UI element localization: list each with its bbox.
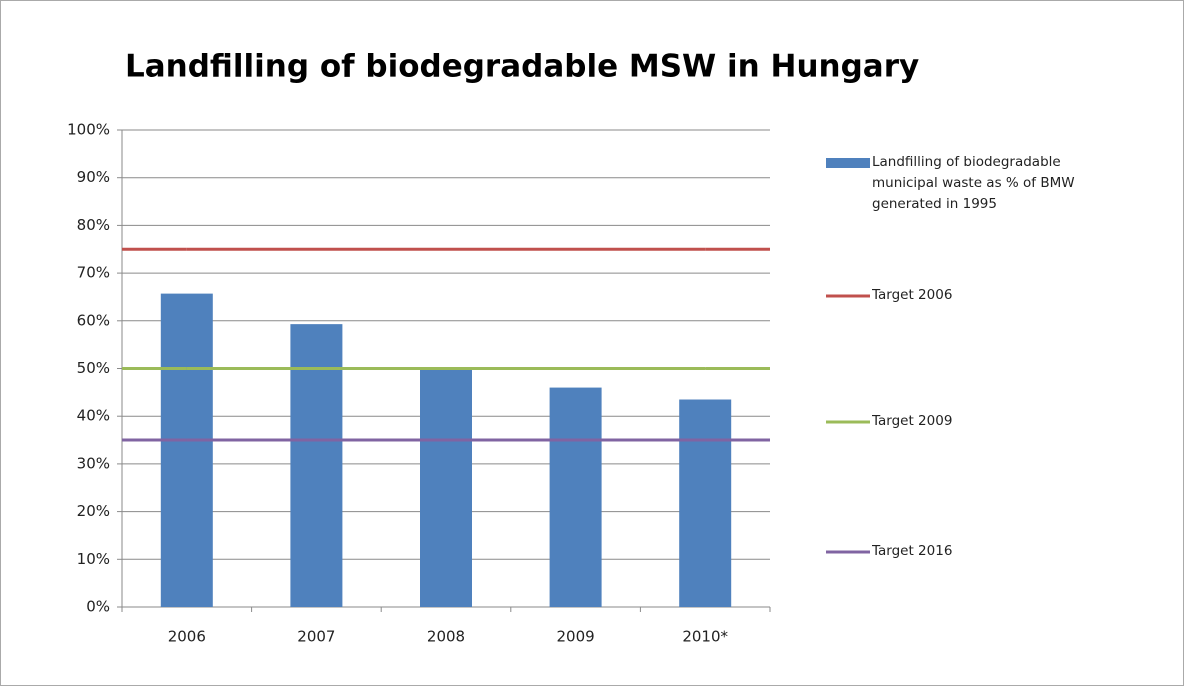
y-tick-label: 0% [86,598,110,616]
y-tick-label: 100% [67,121,110,139]
y-tick-label: 80% [77,216,110,234]
y-tick-label: 50% [77,359,110,377]
y-tick-label: 10% [77,550,110,568]
bar [549,387,602,607]
legend-label: Target 2009 [872,413,953,429]
y-tick-label: 40% [77,407,110,425]
bar [420,369,472,607]
bar [160,293,213,607]
y-tick-label: 30% [77,454,110,472]
x-tick-label: 2006 [168,628,206,646]
x-tick-label: 2007 [297,628,335,646]
bar [679,399,732,607]
x-tick-label: 2008 [427,628,465,646]
legend-label: Target 2016 [872,543,953,559]
legend-swatch [826,158,870,168]
legend-entry: Target 2006 [872,287,953,303]
y-tick-label: 90% [77,168,110,186]
legend-label: Target 2006 [872,287,953,303]
legend-entry: Target 2009 [872,413,953,429]
legend-entry: Target 2016 [872,543,953,559]
y-tick-label: 60% [77,311,110,329]
chart-title: Landfilling of biodegradable MSW in Hung… [125,49,919,85]
x-tick-label: 2010* [682,628,728,646]
legend-label: Landfilling of biodegradable municipal w… [872,154,1075,212]
y-tick-label: 70% [77,264,110,282]
y-tick-label: 20% [77,502,110,520]
x-tick-label: 2009 [557,628,595,646]
legend-entry: Landfilling of biodegradable municipal w… [872,154,1075,212]
bar [290,324,343,607]
